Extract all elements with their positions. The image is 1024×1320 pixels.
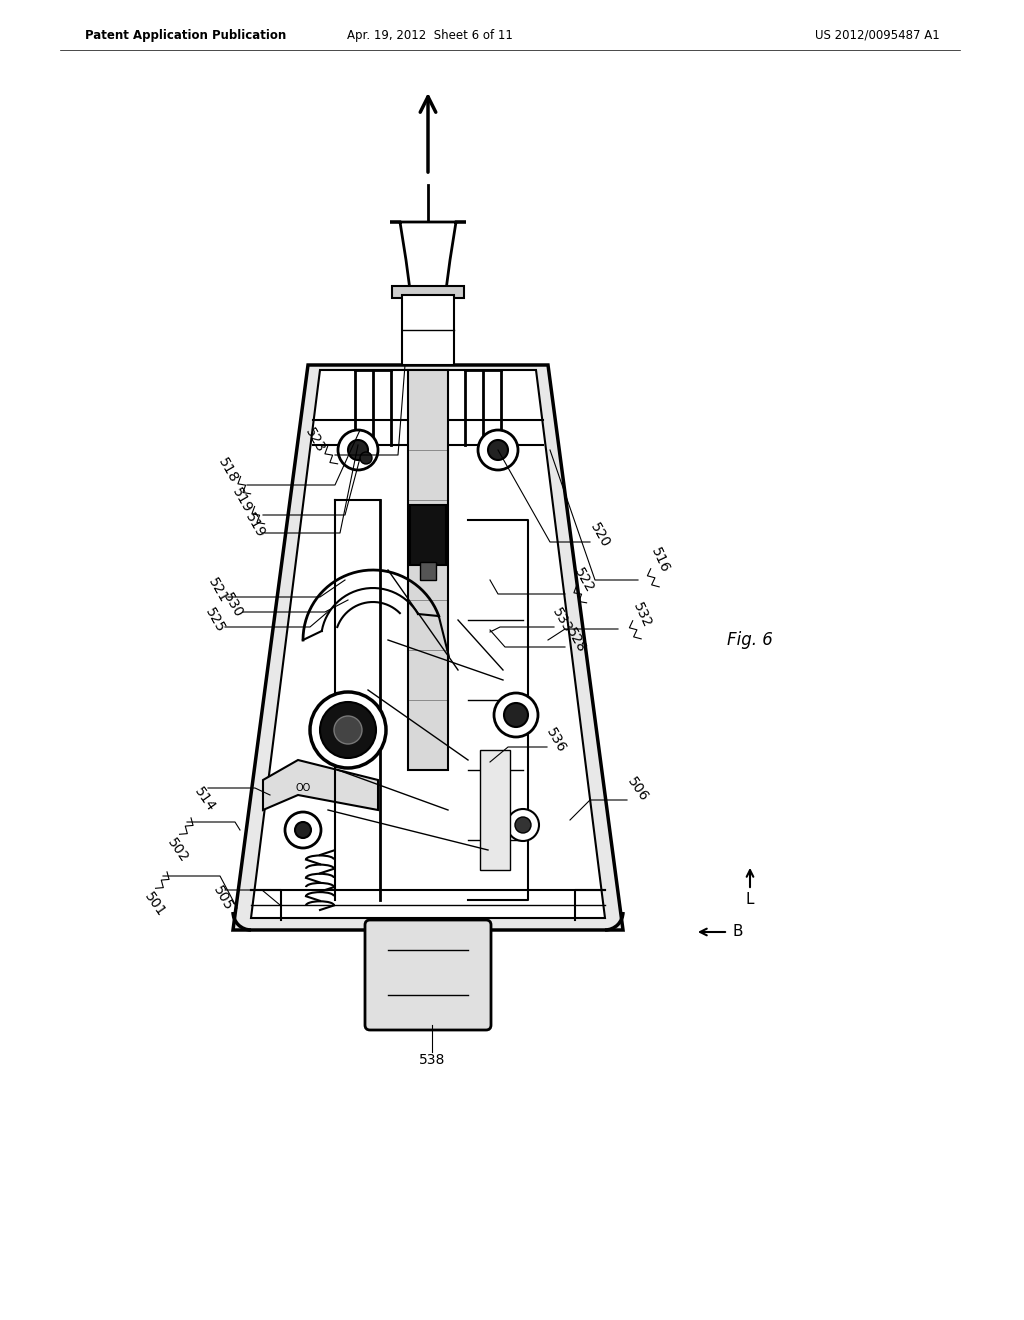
Polygon shape [390,222,466,290]
Text: 521: 521 [206,576,230,605]
Bar [410,506,446,565]
Text: 502: 502 [165,836,191,865]
Text: 520: 520 [588,520,612,550]
Text: 506: 506 [625,775,651,805]
Bar [392,286,464,298]
Text: 536: 536 [544,725,568,755]
Text: 525: 525 [203,605,227,635]
Text: 528: 528 [563,626,589,655]
Text: 532: 532 [630,601,654,630]
Text: 522: 522 [571,565,597,595]
Text: 519: 519 [229,484,255,515]
Text: Fig. 6: Fig. 6 [727,631,773,649]
Bar [408,370,449,770]
Text: 514: 514 [191,785,218,814]
Circle shape [360,451,372,465]
Text: Patent Application Publication: Patent Application Publication [85,29,287,41]
Circle shape [334,715,362,744]
Text: 505: 505 [210,883,236,913]
Text: 516: 516 [648,545,672,576]
Circle shape [515,817,531,833]
Bar [402,294,454,366]
Text: L: L [745,892,755,908]
Text: OO: OO [295,783,310,793]
Text: 501: 501 [141,890,168,920]
Circle shape [348,440,368,459]
Polygon shape [233,366,623,931]
Circle shape [285,812,321,847]
Circle shape [494,693,538,737]
Circle shape [319,702,376,758]
Text: 523: 523 [302,425,328,455]
Circle shape [504,704,528,727]
Text: Apr. 19, 2012  Sheet 6 of 11: Apr. 19, 2012 Sheet 6 of 11 [347,29,513,41]
Circle shape [488,440,508,459]
Circle shape [478,430,518,470]
FancyBboxPatch shape [365,920,490,1030]
Text: 530: 530 [220,590,246,620]
Text: 538: 538 [419,1053,445,1067]
Polygon shape [263,760,378,810]
Bar [420,562,436,579]
Bar [480,750,510,870]
Circle shape [338,430,378,470]
Text: 518: 518 [215,455,241,484]
Circle shape [310,692,386,768]
Polygon shape [251,370,605,917]
Text: US 2012/0095487 A1: US 2012/0095487 A1 [815,29,940,41]
Circle shape [295,822,311,838]
Text: 519: 519 [243,510,267,540]
Text: B: B [733,924,743,940]
Circle shape [507,809,539,841]
Text: 533: 533 [549,605,574,635]
